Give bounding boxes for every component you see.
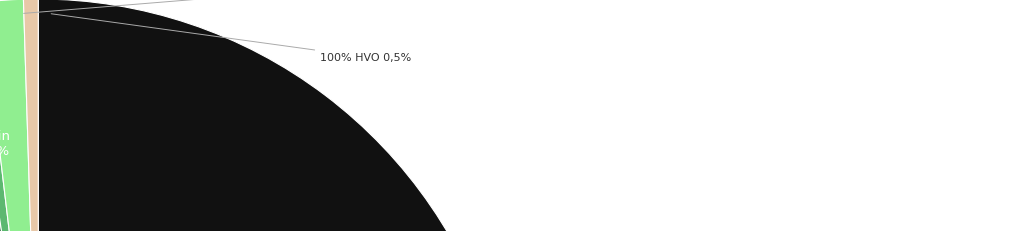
Wedge shape: [0, 74, 38, 231]
Wedge shape: [0, 5, 38, 231]
Wedge shape: [38, 0, 514, 231]
Text: Bensin
41,5%: Bensin 41,5%: [0, 129, 11, 157]
Wedge shape: [0, 34, 38, 231]
Text: E5 1,4%: E5 1,4%: [24, 0, 366, 14]
Wedge shape: [0, 0, 38, 231]
Wedge shape: [0, 14, 38, 231]
Wedge shape: [0, 65, 38, 231]
Wedge shape: [24, 0, 38, 231]
Text: 100% HVO 0,5%: 100% HVO 0,5%: [51, 15, 412, 63]
Wedge shape: [0, 3, 38, 231]
